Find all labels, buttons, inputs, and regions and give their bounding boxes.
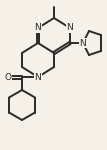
Text: N: N [67,24,73,33]
Text: N: N [35,72,41,81]
Text: N: N [80,39,86,48]
Text: N: N [35,24,41,33]
Text: O: O [4,72,11,81]
